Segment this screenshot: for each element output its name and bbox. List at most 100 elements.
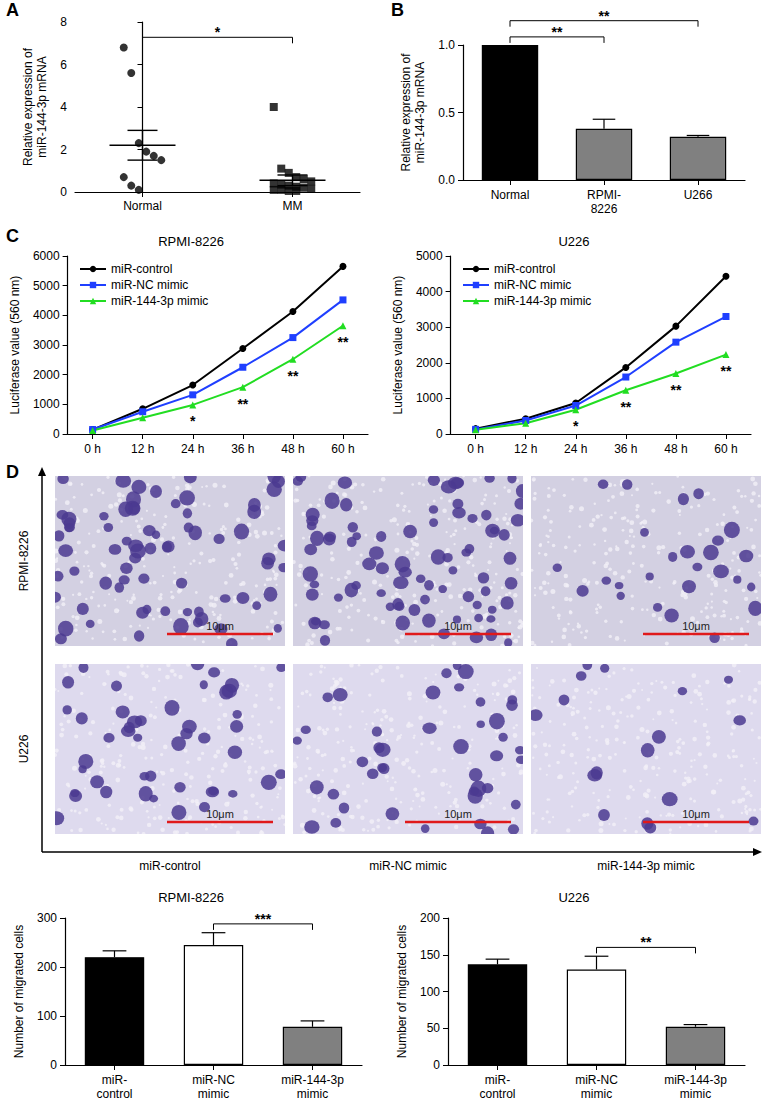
svg-text:miR-control: miR-control xyxy=(494,262,555,276)
svg-text:mimic: mimic xyxy=(680,1087,711,1101)
svg-text:100: 100 xyxy=(37,1009,57,1023)
svg-text:**: ** xyxy=(237,396,248,412)
svg-text:2: 2 xyxy=(60,143,67,157)
svg-text:24 h: 24 h xyxy=(564,442,587,456)
svg-text:miR-144-3p mimic: miR-144-3p mimic xyxy=(494,294,591,308)
svg-text:4000: 4000 xyxy=(33,308,60,322)
svg-text:miR-144-3p mimic: miR-144-3p mimic xyxy=(597,859,694,873)
svg-text:60 h: 60 h xyxy=(331,442,354,456)
svg-text:Normal: Normal xyxy=(491,188,530,202)
svg-text:Luciferase value (560 nm): Luciferase value (560 nm) xyxy=(391,276,405,415)
svg-text:5000: 5000 xyxy=(33,279,60,293)
svg-text:0 h: 0 h xyxy=(84,442,101,456)
svg-text:**: ** xyxy=(338,334,349,350)
svg-text:8226: 8226 xyxy=(591,202,618,216)
svg-text:3000: 3000 xyxy=(416,320,443,334)
svg-text:miR-: miR- xyxy=(485,1073,510,1087)
svg-text:Number of migrated cells: Number of migrated cells xyxy=(12,925,26,1058)
svg-text:**: ** xyxy=(599,8,610,24)
svg-text:60 h: 60 h xyxy=(714,442,737,456)
svg-text:36 h: 36 h xyxy=(231,442,254,456)
svg-text:miR-144-3p: miR-144-3p xyxy=(281,1073,344,1087)
svg-text:24 h: 24 h xyxy=(181,442,204,456)
svg-text:1.0: 1.0 xyxy=(438,38,455,52)
svg-text:0: 0 xyxy=(60,185,67,199)
svg-text:5000: 5000 xyxy=(416,249,443,263)
svg-text:300: 300 xyxy=(37,911,57,925)
svg-text:miR-144-3p mimic: miR-144-3p mimic xyxy=(111,294,208,308)
svg-text:miR-NC mimic: miR-NC mimic xyxy=(111,278,188,292)
svg-text:12 h: 12 h xyxy=(514,442,537,456)
svg-text:50: 50 xyxy=(427,1021,441,1035)
svg-text:mimic: mimic xyxy=(198,1087,229,1101)
svg-text:U226: U226 xyxy=(558,890,589,905)
svg-text:control: control xyxy=(479,1087,515,1101)
svg-text:**: ** xyxy=(552,24,563,40)
svg-text:10μm: 10μm xyxy=(682,808,710,820)
svg-text:48 h: 48 h xyxy=(664,442,687,456)
svg-text:0: 0 xyxy=(53,427,60,441)
svg-text:36 h: 36 h xyxy=(614,442,637,456)
svg-text:Luciferase value (560 nm): Luciferase value (560 nm) xyxy=(8,276,22,415)
svg-text:0: 0 xyxy=(436,427,443,441)
svg-text:miR-NC: miR-NC xyxy=(192,1073,235,1087)
svg-text:mimic: mimic xyxy=(297,1087,328,1101)
svg-text:miR-: miR- xyxy=(102,1073,127,1087)
svg-text:0 h: 0 h xyxy=(467,442,484,456)
svg-text:RPMI-8226: RPMI-8226 xyxy=(158,234,224,249)
svg-text:2000: 2000 xyxy=(33,368,60,382)
svg-text:1000: 1000 xyxy=(33,397,60,411)
svg-text:miR-144-3p mRNA: miR-144-3p mRNA xyxy=(35,56,49,157)
svg-text:6: 6 xyxy=(60,58,67,72)
svg-text:*: * xyxy=(573,418,579,434)
svg-text:miR-NC: miR-NC xyxy=(575,1073,618,1087)
svg-text:*: * xyxy=(215,24,221,40)
svg-text:4: 4 xyxy=(60,100,67,114)
svg-text:miR-control: miR-control xyxy=(139,859,200,873)
svg-text:4000: 4000 xyxy=(416,285,443,299)
svg-text:10μm: 10μm xyxy=(206,620,234,632)
svg-text:0: 0 xyxy=(433,1058,440,1072)
svg-text:8: 8 xyxy=(60,15,67,29)
svg-text:10μm: 10μm xyxy=(682,620,710,632)
svg-text:miR-144-3p mRNA: miR-144-3p mRNA xyxy=(413,62,427,163)
svg-text:Relative expression of: Relative expression of xyxy=(399,53,413,172)
svg-text:1000: 1000 xyxy=(416,391,443,405)
svg-text:**: ** xyxy=(721,363,732,379)
svg-text:miR-144-3p: miR-144-3p xyxy=(664,1073,727,1087)
svg-text:12 h: 12 h xyxy=(131,442,154,456)
svg-text:**: ** xyxy=(670,382,681,398)
svg-text:miR-control: miR-control xyxy=(111,262,172,276)
svg-text:RPMI-8226: RPMI-8226 xyxy=(17,530,31,591)
svg-text:control: control xyxy=(96,1087,132,1101)
svg-text:10μm: 10μm xyxy=(206,808,234,820)
svg-text:U226: U226 xyxy=(17,734,31,763)
svg-text:2000: 2000 xyxy=(416,356,443,370)
svg-text:Number of migrated cells: Number of migrated cells xyxy=(395,925,409,1058)
svg-text:Normal: Normal xyxy=(123,199,162,213)
svg-text:miR-NC mimic: miR-NC mimic xyxy=(494,278,571,292)
svg-text:RPMI-: RPMI- xyxy=(587,188,621,202)
svg-text:*: * xyxy=(190,413,196,429)
svg-text:10μm: 10μm xyxy=(444,808,472,820)
svg-text:mimic: mimic xyxy=(581,1087,612,1101)
svg-text:U226: U226 xyxy=(558,234,589,249)
svg-text:100: 100 xyxy=(420,985,440,999)
svg-text:200: 200 xyxy=(37,960,57,974)
svg-text:**: ** xyxy=(287,368,298,384)
svg-text:0.5: 0.5 xyxy=(438,106,455,120)
svg-text:10μm: 10μm xyxy=(444,620,472,632)
svg-text:6000: 6000 xyxy=(33,249,60,263)
svg-text:***: *** xyxy=(255,911,272,927)
svg-text:0.0: 0.0 xyxy=(438,173,455,187)
svg-text:Relative expression of: Relative expression of xyxy=(21,47,35,166)
svg-text:200: 200 xyxy=(420,911,440,925)
svg-text:150: 150 xyxy=(420,948,440,962)
svg-text:RPMI-8226: RPMI-8226 xyxy=(158,890,224,905)
svg-text:**: ** xyxy=(620,399,631,415)
svg-text:MM: MM xyxy=(283,199,303,213)
svg-text:miR-NC mimic: miR-NC mimic xyxy=(369,859,446,873)
svg-text:0: 0 xyxy=(50,1058,57,1072)
svg-text:U266: U266 xyxy=(684,188,713,202)
svg-text:48 h: 48 h xyxy=(281,442,304,456)
